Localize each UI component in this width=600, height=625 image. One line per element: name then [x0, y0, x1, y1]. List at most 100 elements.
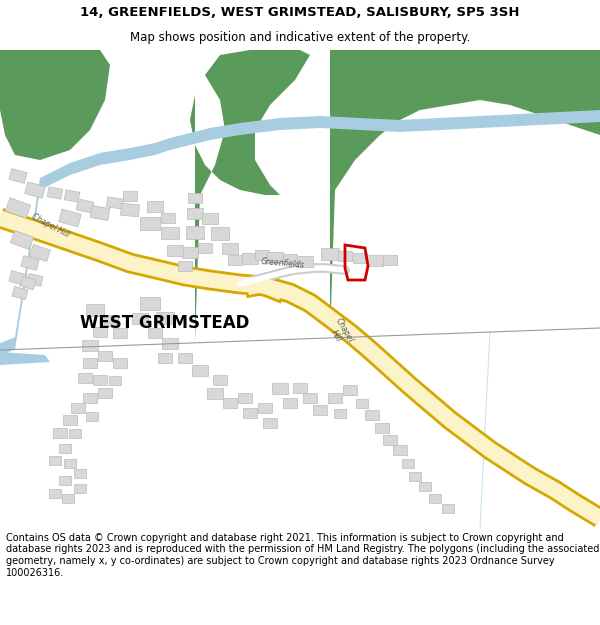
- FancyBboxPatch shape: [356, 399, 368, 408]
- FancyBboxPatch shape: [49, 456, 61, 464]
- FancyBboxPatch shape: [83, 393, 97, 403]
- Text: WEST GRIMSTEAD: WEST GRIMSTEAD: [80, 314, 250, 332]
- FancyBboxPatch shape: [59, 476, 71, 484]
- FancyBboxPatch shape: [86, 411, 98, 421]
- FancyBboxPatch shape: [62, 494, 74, 502]
- FancyBboxPatch shape: [98, 388, 112, 398]
- FancyBboxPatch shape: [263, 418, 277, 428]
- FancyBboxPatch shape: [393, 445, 407, 455]
- FancyBboxPatch shape: [90, 206, 110, 221]
- FancyBboxPatch shape: [10, 231, 34, 249]
- FancyBboxPatch shape: [188, 193, 202, 203]
- FancyBboxPatch shape: [102, 314, 118, 326]
- FancyBboxPatch shape: [29, 244, 50, 261]
- FancyBboxPatch shape: [243, 408, 257, 418]
- FancyBboxPatch shape: [12, 286, 28, 299]
- FancyBboxPatch shape: [303, 393, 317, 403]
- FancyBboxPatch shape: [98, 351, 112, 361]
- FancyBboxPatch shape: [178, 353, 192, 363]
- FancyBboxPatch shape: [198, 243, 212, 253]
- Polygon shape: [448, 115, 470, 140]
- FancyBboxPatch shape: [367, 254, 383, 266]
- FancyBboxPatch shape: [140, 296, 160, 309]
- FancyBboxPatch shape: [25, 182, 45, 198]
- FancyBboxPatch shape: [113, 358, 127, 368]
- FancyBboxPatch shape: [161, 213, 175, 223]
- FancyBboxPatch shape: [223, 398, 237, 408]
- FancyBboxPatch shape: [47, 187, 63, 199]
- FancyBboxPatch shape: [375, 423, 389, 433]
- FancyBboxPatch shape: [161, 227, 179, 239]
- FancyBboxPatch shape: [353, 253, 367, 263]
- Text: 14, GREENFIELDS, WEST GRIMSTEAD, SALISBURY, SP5 3SH: 14, GREENFIELDS, WEST GRIMSTEAD, SALISBU…: [80, 6, 520, 19]
- FancyBboxPatch shape: [338, 251, 352, 261]
- FancyBboxPatch shape: [207, 388, 223, 399]
- FancyBboxPatch shape: [187, 208, 203, 219]
- FancyBboxPatch shape: [334, 409, 346, 418]
- FancyBboxPatch shape: [255, 250, 269, 260]
- FancyBboxPatch shape: [59, 444, 71, 452]
- FancyBboxPatch shape: [123, 191, 137, 201]
- FancyBboxPatch shape: [106, 197, 124, 209]
- FancyBboxPatch shape: [20, 276, 36, 290]
- FancyBboxPatch shape: [113, 328, 127, 338]
- FancyBboxPatch shape: [192, 364, 208, 376]
- FancyBboxPatch shape: [202, 213, 218, 224]
- FancyBboxPatch shape: [132, 312, 148, 324]
- FancyBboxPatch shape: [272, 382, 288, 394]
- FancyBboxPatch shape: [74, 469, 86, 478]
- Polygon shape: [475, 110, 530, 155]
- FancyBboxPatch shape: [409, 471, 421, 481]
- Text: Chapel Hill: Chapel Hill: [30, 213, 71, 239]
- FancyBboxPatch shape: [365, 410, 379, 420]
- FancyBboxPatch shape: [442, 504, 454, 512]
- Text: Contains OS data © Crown copyright and database right 2021. This information is : Contains OS data © Crown copyright and d…: [6, 533, 599, 578]
- FancyBboxPatch shape: [222, 242, 238, 254]
- FancyBboxPatch shape: [158, 353, 172, 363]
- FancyBboxPatch shape: [27, 274, 43, 286]
- FancyBboxPatch shape: [148, 328, 162, 338]
- FancyBboxPatch shape: [140, 216, 160, 229]
- FancyBboxPatch shape: [64, 459, 76, 468]
- Polygon shape: [0, 110, 600, 355]
- FancyBboxPatch shape: [186, 226, 204, 239]
- FancyBboxPatch shape: [297, 256, 313, 266]
- FancyBboxPatch shape: [5, 198, 31, 218]
- Text: Greenfields: Greenfields: [260, 257, 304, 269]
- FancyBboxPatch shape: [402, 459, 414, 468]
- FancyBboxPatch shape: [49, 489, 61, 498]
- FancyBboxPatch shape: [71, 403, 85, 413]
- FancyBboxPatch shape: [258, 403, 272, 413]
- FancyBboxPatch shape: [59, 209, 82, 227]
- FancyBboxPatch shape: [293, 383, 307, 393]
- FancyBboxPatch shape: [383, 255, 397, 265]
- FancyBboxPatch shape: [283, 398, 297, 408]
- FancyBboxPatch shape: [93, 327, 107, 337]
- FancyBboxPatch shape: [283, 254, 297, 264]
- FancyBboxPatch shape: [419, 481, 431, 491]
- FancyBboxPatch shape: [69, 429, 81, 438]
- Polygon shape: [330, 50, 600, 338]
- Polygon shape: [190, 50, 310, 343]
- FancyBboxPatch shape: [78, 373, 92, 383]
- FancyBboxPatch shape: [228, 255, 242, 265]
- FancyBboxPatch shape: [76, 199, 94, 213]
- FancyBboxPatch shape: [93, 375, 107, 385]
- FancyBboxPatch shape: [182, 246, 198, 258]
- FancyBboxPatch shape: [9, 271, 27, 286]
- FancyBboxPatch shape: [64, 190, 80, 202]
- FancyBboxPatch shape: [147, 201, 163, 211]
- FancyBboxPatch shape: [156, 312, 174, 324]
- FancyBboxPatch shape: [74, 484, 86, 492]
- FancyBboxPatch shape: [63, 415, 77, 425]
- FancyBboxPatch shape: [383, 435, 397, 445]
- Text: Chapel
Hill: Chapel Hill: [325, 317, 355, 349]
- FancyBboxPatch shape: [267, 251, 283, 262]
- FancyBboxPatch shape: [343, 385, 357, 395]
- FancyBboxPatch shape: [86, 304, 104, 316]
- FancyBboxPatch shape: [53, 428, 67, 438]
- FancyBboxPatch shape: [321, 248, 339, 260]
- Polygon shape: [0, 352, 50, 365]
- FancyBboxPatch shape: [167, 244, 183, 256]
- FancyBboxPatch shape: [82, 339, 98, 351]
